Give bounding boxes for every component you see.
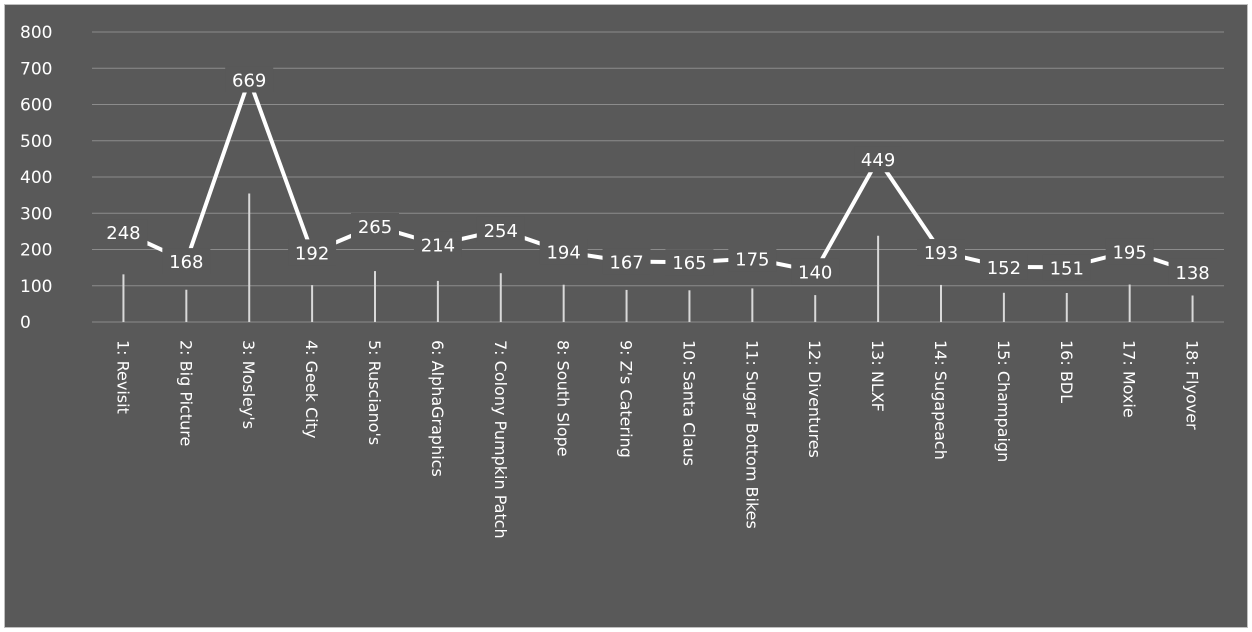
x-tick-label: 15: Champaign [994, 340, 1013, 462]
data-label: 192 [295, 243, 329, 264]
drop-lines [122, 193, 1194, 322]
x-tick-label: 3: Mosley's [239, 340, 258, 429]
x-tick-label: 10: Santa Claus [679, 340, 698, 466]
y-tick-label: 0 [20, 313, 31, 333]
data-label: 152 [987, 258, 1021, 279]
y-axis: 0 100 200 300 400 500 600 700 800 [20, 23, 52, 333]
series-line [122, 73, 1194, 274]
data-label: 248 [106, 223, 140, 244]
x-tick-label: 14: Sugapeach [931, 340, 950, 460]
data-label-box [665, 249, 714, 276]
x-tick-label: 1: Revisit [113, 340, 132, 414]
data-label: 140 [798, 262, 832, 283]
x-tick-label: 2: Big Picture [176, 340, 195, 446]
data-label-box [1168, 258, 1217, 285]
y-tick-label: 700 [20, 59, 52, 79]
x-tick-label: 11: Sugar Bottom Bikes [742, 340, 761, 529]
data-label-box [917, 239, 965, 266]
data-label-box [728, 245, 777, 272]
x-tick-label: 7: Colony Pumpkin Patch [491, 340, 510, 539]
data-label-box [288, 239, 337, 266]
x-tick-label: 5: Rusciano's [365, 340, 384, 445]
data-label: 168 [169, 252, 203, 273]
x-tick-label: 9: Z's Catering [617, 340, 636, 458]
data-label-box [1042, 254, 1091, 281]
y-tick-label: 800 [20, 23, 52, 43]
data-label-box [602, 248, 651, 275]
data-label: 265 [358, 217, 392, 238]
series-polyline [122, 73, 1194, 274]
y-tick-label: 200 [20, 241, 52, 261]
data-label: 193 [924, 243, 958, 264]
data-label: 195 [1112, 242, 1146, 263]
x-tick-label: 8: South Slope [554, 340, 573, 457]
data-labels: 248 168 669 192 265 214 254 194 167 165 175 140 449 1… [99, 66, 1217, 285]
x-tick-label: 4: Geek City [302, 340, 321, 438]
gridlines [92, 31, 1224, 323]
data-label-box [791, 258, 840, 285]
data-label-box [476, 216, 525, 243]
x-tick-label: 17: Moxie [1120, 340, 1139, 418]
data-label: 167 [609, 252, 643, 273]
y-tick-label: 300 [20, 204, 52, 224]
y-tick-label: 400 [20, 168, 52, 188]
x-tick-label: 16: BDL [1057, 340, 1076, 403]
data-label: 449 [861, 150, 895, 171]
x-tick-label: 12: Diventures [805, 340, 824, 458]
x-tick-label: 18: Flyover [1183, 340, 1202, 430]
y-tick-label: 500 [20, 132, 52, 152]
data-label-box [1105, 238, 1154, 265]
data-label-box [413, 231, 462, 258]
data-label: 669 [232, 70, 266, 91]
data-label-box [854, 146, 903, 173]
data-label: 214 [421, 235, 455, 256]
data-label: 194 [546, 243, 580, 264]
y-tick-label: 100 [20, 277, 52, 297]
data-label-box [351, 212, 399, 239]
data-label: 254 [484, 221, 518, 242]
x-axis: 1: Revisit 2: Big Picture 3: Mosley's 4: Ge… [113, 340, 1201, 539]
data-label-box [225, 66, 274, 93]
data-label-box [539, 238, 588, 265]
data-label: 151 [1050, 258, 1084, 279]
data-label: 138 [1175, 263, 1209, 284]
data-label-box [979, 253, 1028, 280]
x-tick-label: 6: AlphaGraphics [428, 340, 447, 477]
data-label: 175 [735, 250, 769, 271]
data-label: 165 [672, 253, 706, 274]
data-label-box [162, 248, 211, 275]
y-tick-label: 600 [20, 96, 52, 116]
x-tick-label: 13: NLXF [868, 340, 887, 412]
data-label-box [99, 219, 148, 246]
